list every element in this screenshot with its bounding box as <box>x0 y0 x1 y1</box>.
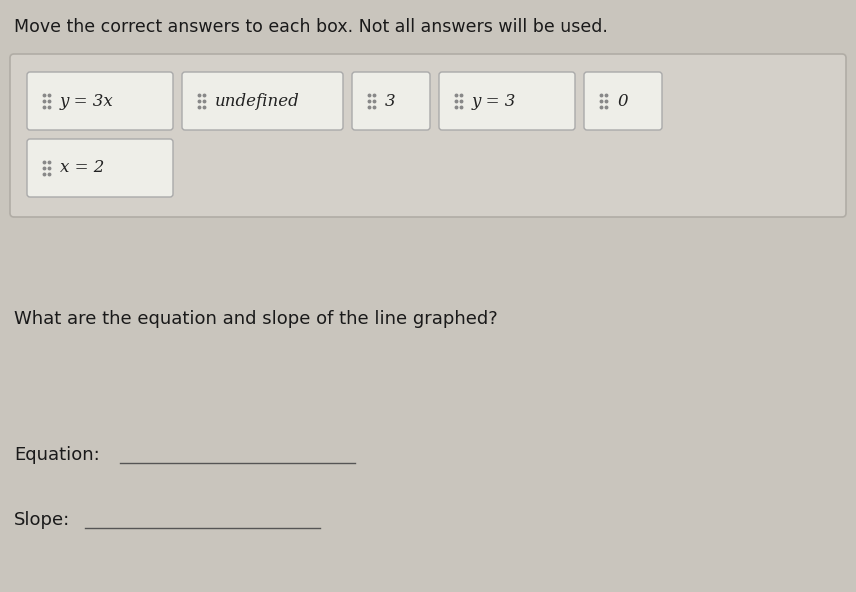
Text: 0: 0 <box>617 92 627 110</box>
Text: x = 2: x = 2 <box>60 159 104 176</box>
FancyBboxPatch shape <box>439 72 575 130</box>
Text: y = 3x: y = 3x <box>60 92 114 110</box>
Text: 3: 3 <box>385 92 395 110</box>
Text: Move the correct answers to each box. Not all answers will be used.: Move the correct answers to each box. No… <box>14 18 608 36</box>
Text: y = 3: y = 3 <box>472 92 516 110</box>
FancyBboxPatch shape <box>10 54 846 217</box>
FancyBboxPatch shape <box>27 72 173 130</box>
Text: Equation:: Equation: <box>14 446 100 464</box>
Text: undefined: undefined <box>215 92 300 110</box>
FancyBboxPatch shape <box>584 72 662 130</box>
FancyBboxPatch shape <box>27 139 173 197</box>
Text: Slope:: Slope: <box>14 511 70 529</box>
FancyBboxPatch shape <box>352 72 430 130</box>
FancyBboxPatch shape <box>182 72 343 130</box>
Text: What are the equation and slope of the line graphed?: What are the equation and slope of the l… <box>14 310 497 328</box>
